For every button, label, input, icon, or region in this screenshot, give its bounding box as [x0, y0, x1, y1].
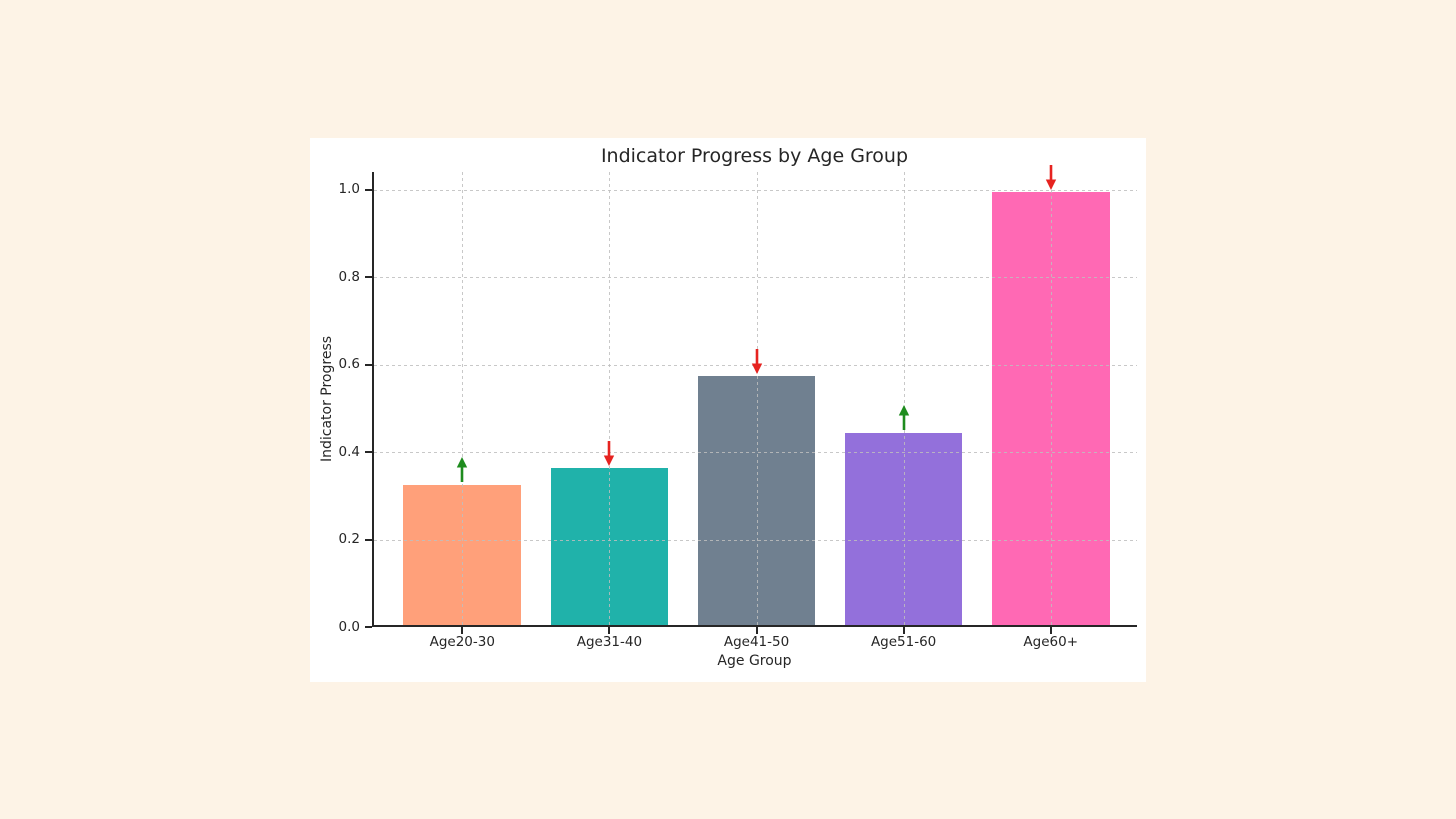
plot-area: Indicator Progress 0.0 0.2 0.4 0.6 0.8 1.0 Age… — [319, 164, 1137, 650]
y-tick-label: 1.0 — [338, 181, 360, 197]
x-tick-label: Age20-30 — [429, 634, 495, 650]
x-tick-label: Age31-40 — [576, 634, 643, 650]
y-gridline — [374, 539, 1137, 541]
trend-down-arrow — [1043, 164, 1059, 190]
x-tick-label: Age41-50 — [723, 634, 790, 650]
y-tick-mark — [365, 276, 372, 278]
bar — [697, 375, 816, 625]
y-tick-mark — [365, 538, 372, 541]
y-tick-mark — [365, 363, 372, 366]
x-gridline — [462, 172, 464, 625]
trend-down-arrow — [601, 440, 617, 466]
x-axis-label: Age Group — [717, 653, 792, 669]
y-tick-label: 0.8 — [338, 268, 360, 285]
y-tick-mark — [365, 626, 372, 628]
trend-down-arrow — [749, 348, 765, 374]
x-tick-mark — [755, 627, 758, 634]
y-tick-label: 0.4 — [338, 443, 360, 460]
trend-up-arrow — [896, 404, 912, 431]
chart-title: Indicator Progress by Age Group — [600, 145, 909, 167]
chart-figure: Indicator Progress by Age Group Indicato… — [310, 138, 1146, 682]
x-gridline — [1050, 172, 1052, 625]
y-tick-label: 0.0 — [338, 618, 360, 635]
x-gridline — [609, 172, 611, 625]
y-gridline — [374, 452, 1137, 453]
y-tick-mark — [365, 188, 372, 191]
x-gridline — [756, 172, 758, 625]
x-tick-mark — [608, 627, 611, 634]
trend-up-arrow — [454, 457, 470, 483]
y-tick-mark — [365, 451, 372, 453]
y-tick-label: 0.2 — [338, 531, 360, 547]
x-gridline — [903, 172, 905, 625]
x-tick-mark — [1049, 627, 1052, 634]
x-tick-label: Age60+ — [1023, 634, 1079, 650]
y-tick-label: 0.6 — [338, 356, 360, 372]
x-tick-label: Age51-60 — [870, 634, 937, 650]
x-tick-mark — [902, 627, 905, 634]
x-tick-mark — [461, 627, 464, 634]
y-gridline — [374, 277, 1137, 278]
y-gridline — [374, 189, 1137, 191]
